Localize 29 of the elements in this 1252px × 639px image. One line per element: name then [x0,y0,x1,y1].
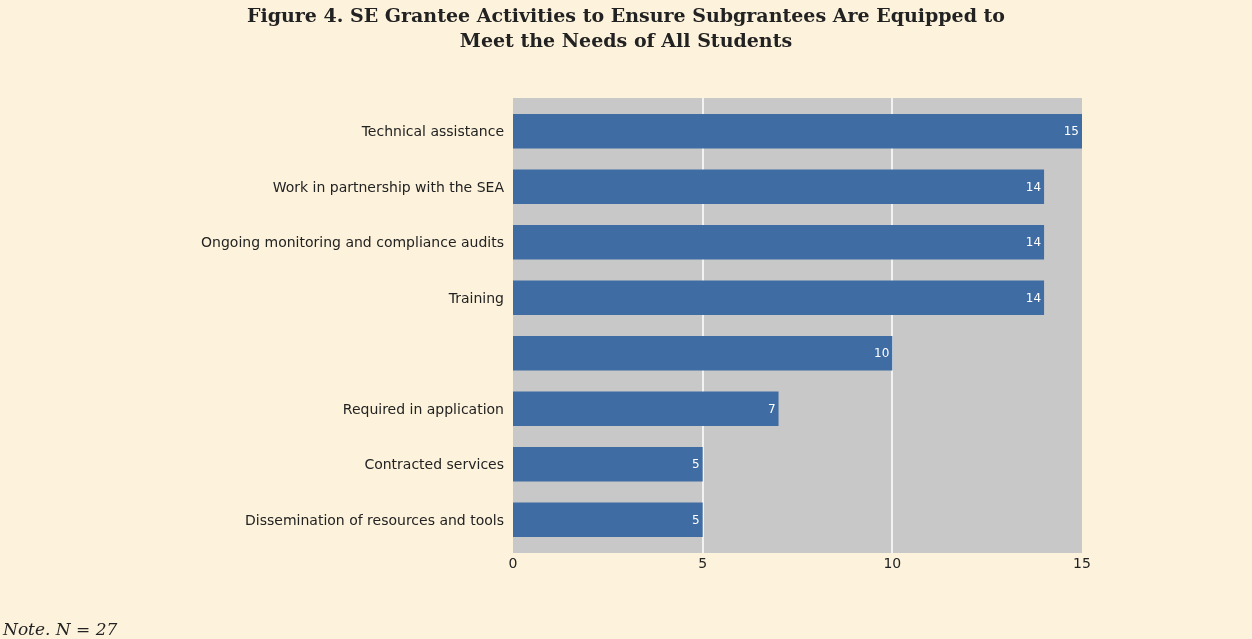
data-label: 14 [1025,290,1042,305]
bar [513,391,779,426]
bar [513,280,1045,315]
y-tick-label: Work in partnership with the SEA [272,178,505,195]
bar [513,225,1045,260]
data-label: 10 [874,346,890,361]
y-tick-label: Technical assistance [360,123,504,140]
x-tick-label: 0 [508,555,518,571]
y-tick-label: Required in application [342,400,504,417]
y-tick-label: Dissemination of resources and tools [245,511,504,528]
x-tick-label: 15 [1073,555,1091,571]
data-label: 5 [692,457,700,472]
y-tick-label: Ongoing monitoring and compliance audits [201,234,504,251]
data-label: 14 [1025,179,1042,194]
bar [513,336,893,371]
data-label: 5 [692,512,700,527]
bar [513,502,703,537]
data-label: 7 [767,401,776,416]
data-label: 15 [1063,124,1079,139]
y-tick-label: Contracted services [364,456,504,473]
y-tick-label: Training [447,289,504,306]
bar [513,114,1082,149]
x-tick-label: 10 [883,555,902,571]
chart-title: Figure 4. SE Grantee Activities to Ensure Subgrantees Are Equipped to Meet the Needs of All Students [246,4,1006,52]
text: Note. N = 27 [2,619,118,639]
bar [513,447,703,482]
bar [513,169,1045,204]
x-tick-label: 5 [698,555,708,571]
data-label: 14 [1025,235,1042,250]
